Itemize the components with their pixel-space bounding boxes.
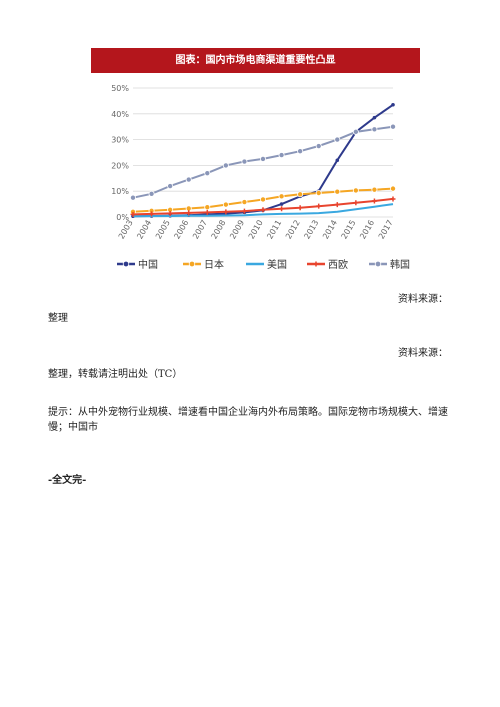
organize-text-1: 整理 <box>48 313 68 324</box>
legend-marker <box>313 261 319 267</box>
data-point <box>371 126 378 133</box>
end-marker: -全文完- <box>48 475 87 486</box>
data-point <box>130 211 136 217</box>
series-line <box>132 203 394 218</box>
data-point <box>391 102 395 107</box>
y-tick-label: 20% <box>111 161 129 170</box>
legend-marker <box>122 260 130 268</box>
data-point <box>371 186 378 193</box>
y-tick-label: 10% <box>111 187 129 196</box>
x-tick-label: 2005 <box>154 219 172 241</box>
legend-label: 日本 <box>204 258 224 271</box>
data-point <box>315 190 322 197</box>
x-tick-label: 2016 <box>358 219 376 241</box>
chart-title: 图表：国内市场电商渠道重要性凸显 <box>91 48 420 73</box>
data-point <box>260 207 266 213</box>
data-point <box>204 204 211 211</box>
data-point <box>352 187 359 194</box>
y-tick-label: 40% <box>111 110 129 119</box>
data-point <box>297 205 303 211</box>
organize-text-2: 整理，转载请注明出处（TC） <box>48 369 183 380</box>
tip-paragraph: 提示：从中外宠物行业规模、增速看中国企业海内外布局策略。国际宠物市场规模大、增速… <box>48 407 448 433</box>
data-point <box>389 123 396 130</box>
x-tick-label: 2006 <box>172 219 190 241</box>
x-tick-label: 2011 <box>265 219 283 241</box>
data-point <box>241 158 248 165</box>
data-point <box>278 193 285 200</box>
data-point <box>148 190 155 197</box>
data-point <box>278 152 285 159</box>
x-tick-label: 2007 <box>191 219 209 241</box>
source-label-1: 资料来源： <box>398 294 448 305</box>
data-point <box>204 209 210 215</box>
line-chart: 0% 10% 20% 30% 40% 50% 2003 2004 2005 2006 2007 200… <box>91 76 420 280</box>
data-point <box>130 194 137 201</box>
y-tick-label: 50% <box>111 84 129 93</box>
data-point <box>167 210 173 216</box>
x-tick-label: 2012 <box>284 219 302 241</box>
data-point <box>279 206 285 212</box>
y-tick-label: 30% <box>111 136 129 145</box>
legend-label: 西欧 <box>328 259 348 271</box>
data-point <box>259 155 266 162</box>
data-point <box>297 148 304 155</box>
legend-label: 韩国 <box>390 258 410 271</box>
x-tick-label: 2014 <box>321 218 339 240</box>
legend-marker <box>374 260 382 268</box>
x-tick-label: 2009 <box>228 219 246 241</box>
data-point <box>316 203 322 209</box>
data-point <box>279 202 284 206</box>
x-tick-label: 2008 <box>210 219 228 241</box>
data-point <box>186 210 192 216</box>
data-point <box>167 183 174 190</box>
data-point <box>334 202 340 208</box>
data-point <box>389 185 396 192</box>
data-point <box>241 199 248 206</box>
data-point <box>149 211 155 217</box>
data-point <box>222 162 229 169</box>
x-tick-label: 2010 <box>247 219 265 241</box>
data-point <box>372 115 377 120</box>
legend-marker <box>188 260 196 268</box>
x-tick-label: 2004 <box>135 219 153 241</box>
legend-label: 美国 <box>267 258 287 271</box>
data-point <box>185 205 192 212</box>
data-point <box>371 198 377 204</box>
y-tick-label: 0% <box>116 213 129 222</box>
x-tick-label: 2013 <box>302 219 320 241</box>
data-point <box>204 170 211 177</box>
data-point <box>259 196 266 203</box>
line-chart-svg: 0%10%20%30%40%50%2003 2004 2005 2006 2007 200… <box>111 84 410 271</box>
data-point <box>222 201 229 208</box>
source-label-2: 资料来源： <box>398 348 448 359</box>
data-point <box>390 196 396 202</box>
data-point <box>334 136 341 143</box>
x-tick-label: 2015 <box>340 219 358 241</box>
x-tick-label: 2017 <box>377 219 395 241</box>
data-point <box>352 128 359 135</box>
data-point <box>297 191 304 198</box>
data-point <box>241 208 247 214</box>
data-point <box>185 176 192 183</box>
data-point <box>353 200 359 206</box>
data-point <box>334 188 341 195</box>
data-point <box>335 158 340 163</box>
data-point <box>315 143 322 150</box>
legend-label: 中国 <box>138 258 158 271</box>
data-point <box>223 209 229 215</box>
